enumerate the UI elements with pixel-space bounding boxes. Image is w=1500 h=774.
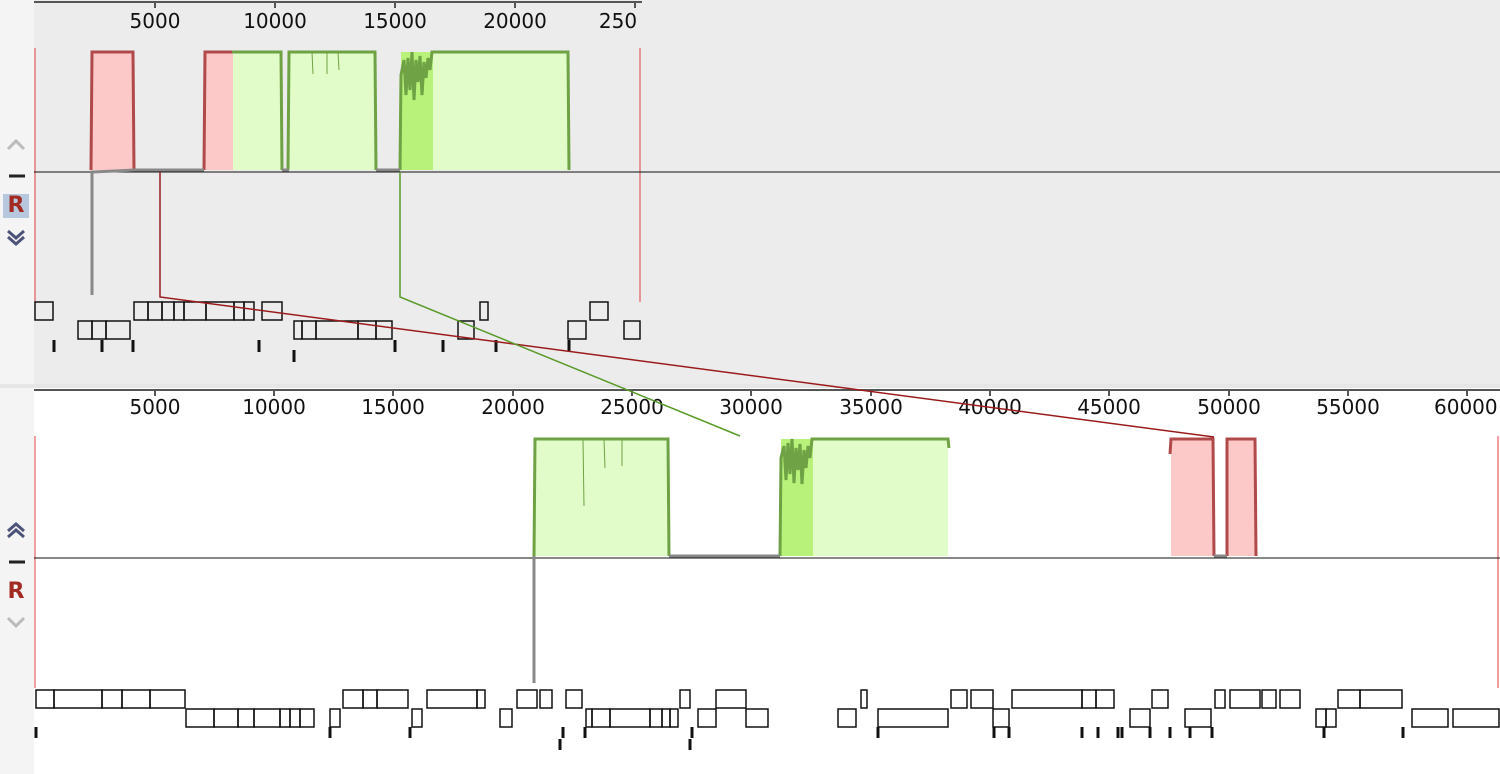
bottom-ruler-tick-label: 10000 xyxy=(242,395,306,419)
bottom-ruler-tick-label: 15000 xyxy=(361,395,425,419)
top-match-blocks xyxy=(89,50,571,171)
bottom-ruler-tick-label: 55000 xyxy=(1316,395,1380,419)
reverse-match-block[interactable] xyxy=(1227,439,1256,556)
bottom-panel-canvas[interactable]: 5000 10000 15000 20000 25000 30000 35000… xyxy=(0,388,1500,774)
chevron-up-icon[interactable] xyxy=(3,134,29,158)
top-ruler: 5000 10000 15000 20000 250 xyxy=(34,1,642,33)
bottom-ruler-tick-label: 30000 xyxy=(719,395,783,419)
bottom-match-blocks xyxy=(532,437,1258,557)
bottom-ruler-tick-label: 45000 xyxy=(1077,395,1141,419)
bottom-ruler-tick-label: 5000 xyxy=(130,395,181,419)
reverse-match-block[interactable] xyxy=(92,52,134,170)
top-ruler-tick-label: 10000 xyxy=(243,9,307,33)
forward-match-block[interactable] xyxy=(233,52,282,170)
bottom-ruler-tick-label: 50000 xyxy=(1197,395,1261,419)
chevron-down-icon[interactable] xyxy=(3,612,29,636)
identity-trace xyxy=(90,168,204,295)
top-panel-canvas[interactable]: 5000 10000 15000 20000 250 xyxy=(0,0,1500,384)
top-ruler-tick-label: 5000 xyxy=(130,9,181,33)
minus-icon[interactable] xyxy=(3,165,29,189)
double-chevron-down-icon[interactable] xyxy=(3,226,29,250)
top-ruler-tick-label: 20000 xyxy=(483,9,547,33)
top-ruler-tick-label: 250 xyxy=(599,9,637,33)
reverse-complement-button[interactable]: R xyxy=(3,194,29,218)
top-ruler-tick-label: 15000 xyxy=(363,9,427,33)
double-chevron-up-icon[interactable] xyxy=(3,520,29,544)
bottom-ruler-tick-label: 40000 xyxy=(958,395,1022,419)
bottom-ruler-tick-label: 60000 xyxy=(1434,395,1498,419)
bottom-feature-track[interactable] xyxy=(35,689,1500,728)
minus-icon[interactable] xyxy=(3,551,29,575)
bottom-ruler-tick-label: 25000 xyxy=(600,395,664,419)
top-sequence-panel: R 5000 10000 15000 20000 250 xyxy=(0,0,1500,384)
forward-match-block[interactable] xyxy=(289,52,376,170)
bottom-marker-ticks xyxy=(34,727,1405,750)
forward-match-block[interactable] xyxy=(535,439,669,556)
top-panel-controls: R xyxy=(0,0,34,384)
reverse-match-block[interactable] xyxy=(205,52,233,170)
bottom-panel-controls: R xyxy=(0,388,34,774)
reverse-match-block[interactable] xyxy=(1171,439,1214,556)
bottom-ruler-tick-label: 20000 xyxy=(481,395,545,419)
bottom-sequence-panel: R 5000 10000 15000 20000 25000 30000 xyxy=(0,388,1500,774)
reverse-complement-button[interactable]: R xyxy=(7,579,25,604)
bottom-ruler-tick-label: 35000 xyxy=(839,395,903,419)
